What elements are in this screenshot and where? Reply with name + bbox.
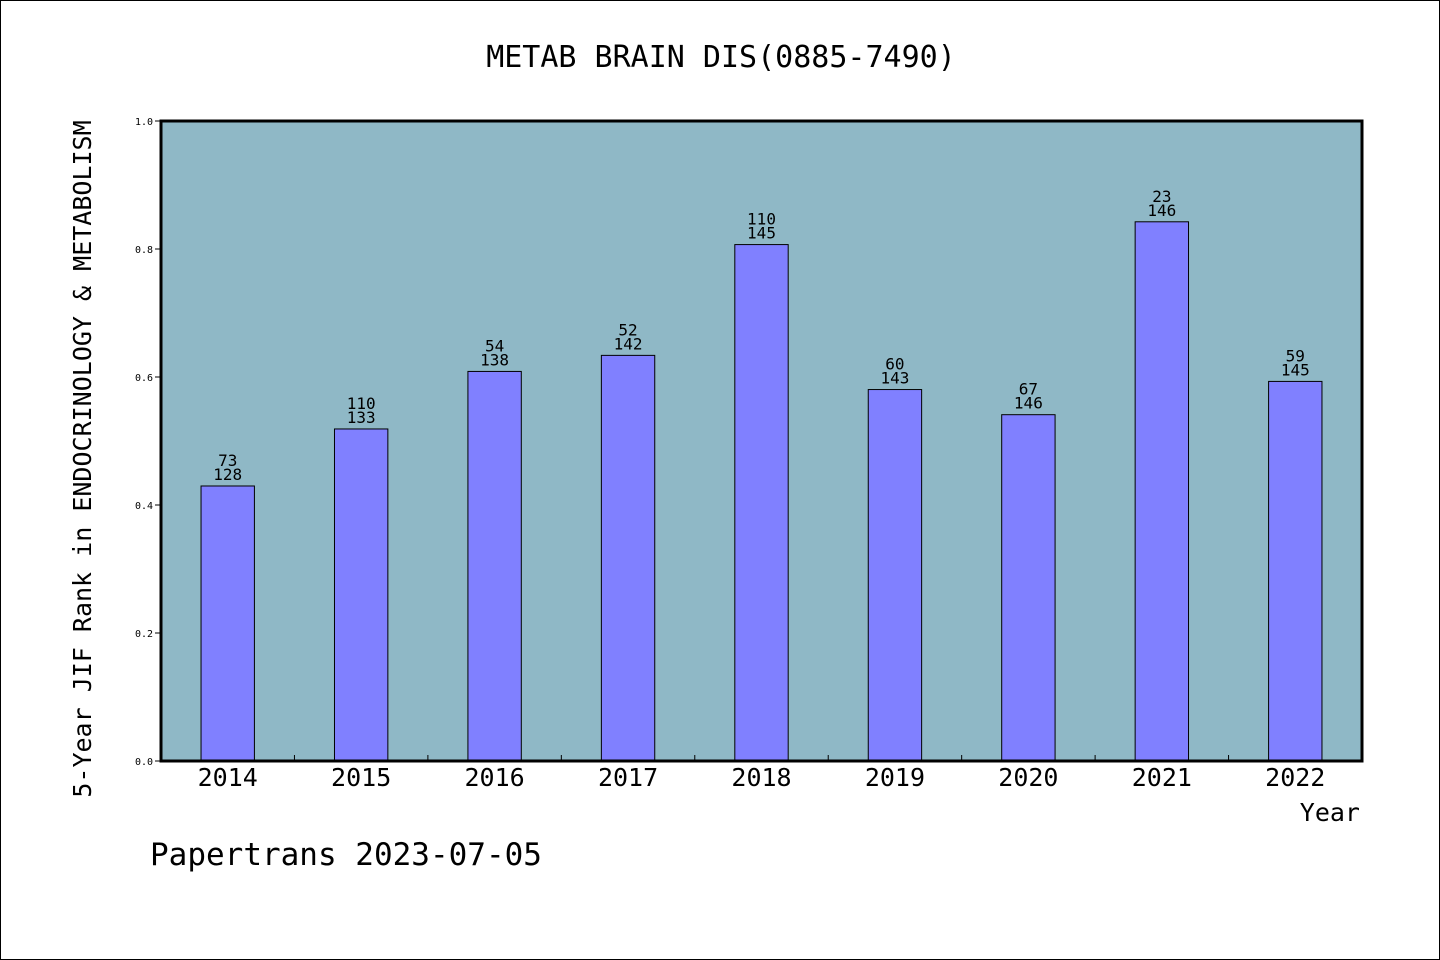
bar-2018 xyxy=(734,244,789,762)
x-tick-label: 2015 xyxy=(331,763,391,792)
x-tick-label: 2019 xyxy=(865,763,925,792)
total-label: 146 xyxy=(1014,394,1043,413)
rank-label: 60 xyxy=(885,355,904,374)
x-axis-label: Year xyxy=(1300,798,1360,827)
x-tick-label: 2021 xyxy=(1132,763,1192,792)
x-tick-label: 2018 xyxy=(731,763,791,792)
total-label: 142 xyxy=(614,334,643,353)
x-tick-label: 2017 xyxy=(598,763,658,792)
data-labels: 7312811013354138521421101456014367146231… xyxy=(213,187,1309,484)
y-axis-label: 5-Year JIF Rank in ENDOCRINOLOGY & METAB… xyxy=(68,120,97,797)
y-tick-label: 0.8 xyxy=(135,245,153,256)
total-label: 138 xyxy=(480,350,509,369)
bar-2022 xyxy=(1268,380,1323,762)
x-tick-label: 2020 xyxy=(998,763,1058,792)
y-tick-label: 1.0 xyxy=(135,117,153,128)
y-tick-label: 0.0 xyxy=(135,757,153,768)
total-label: 128 xyxy=(213,465,242,484)
bar-2014 xyxy=(200,485,255,762)
bar-2020 xyxy=(1001,414,1056,762)
x-axis-ticks: 2014 2015 2016 2017 2018 2019 2020 2021 2022 xyxy=(198,755,1325,792)
total-label: 143 xyxy=(880,369,909,388)
bar-2015 xyxy=(333,428,389,762)
bar-2016 xyxy=(467,370,522,762)
bar-2021 xyxy=(1134,221,1190,762)
rank-label: 54 xyxy=(485,336,504,355)
x-tick-label: 2016 xyxy=(465,763,525,792)
rank-label: 59 xyxy=(1286,346,1305,365)
bar-2019 xyxy=(867,389,923,762)
total-label: 133 xyxy=(347,408,376,427)
x-tick-label: 2014 xyxy=(198,763,258,792)
rank-label: 110 xyxy=(347,394,376,413)
plot-border xyxy=(159,119,1364,763)
footer-text: Papertrans 2023-07-05 xyxy=(150,837,542,873)
y-tick-label: 0.6 xyxy=(135,373,153,384)
y-tick-label: 0.4 xyxy=(135,501,153,512)
rank-label: 110 xyxy=(747,210,776,229)
y-axis-ticks: 0.0 0.2 0.4 0.6 0.8 1.0 xyxy=(135,117,161,768)
total-label: 145 xyxy=(747,224,776,243)
rank-label: 23 xyxy=(1152,187,1171,206)
rank-label: 52 xyxy=(618,320,637,339)
chart-title: METAB BRAIN DIS(0885-7490) xyxy=(486,40,956,75)
bar-2017 xyxy=(600,354,656,762)
y-tick-label: 0.2 xyxy=(135,629,153,640)
x-tick-label: 2022 xyxy=(1265,763,1325,792)
total-label: 145 xyxy=(1281,360,1310,379)
rank-label: 73 xyxy=(218,451,237,470)
bars xyxy=(200,221,1323,762)
total-label: 146 xyxy=(1147,201,1176,220)
rank-label: 67 xyxy=(1019,380,1038,399)
